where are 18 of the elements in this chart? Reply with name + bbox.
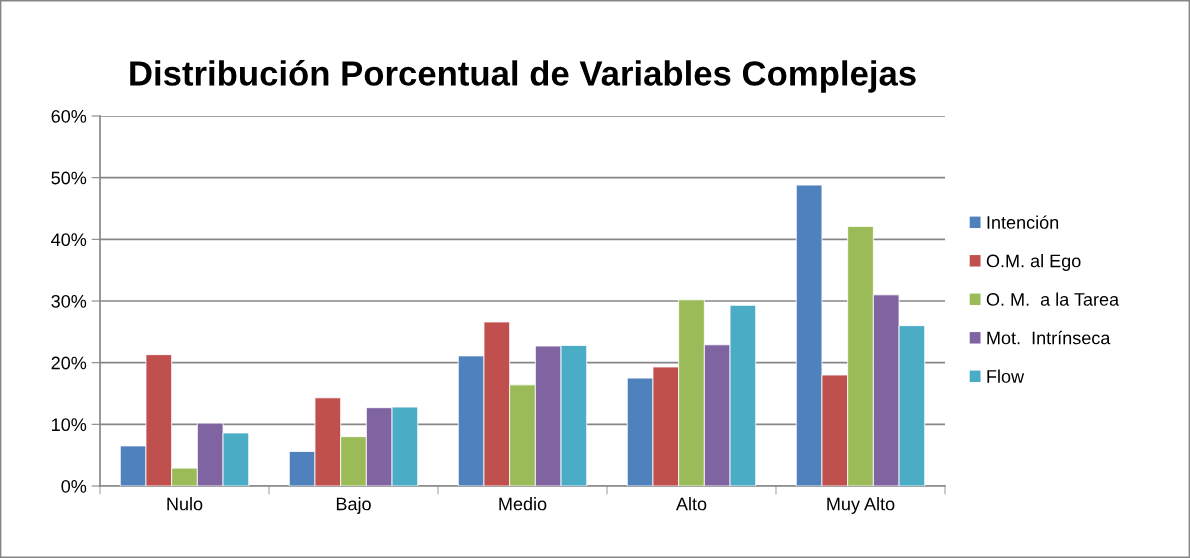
legend-label: Flow [987,369,1025,383]
x-tick-label: Medio [499,497,547,511]
x-tick-label: Nulo [167,497,203,511]
x-tick-label: Bajo [336,497,371,514]
y-tick-label: 60% [51,109,87,123]
x-tick-label: Alto [675,497,707,511]
chart-title: Distribución Porcentual de Variables Complejas [130,59,916,93]
legend-label: Intención [987,215,1059,229]
y-tick-label: 30% [51,294,87,308]
legend-label: O.M. al Ego [986,254,1081,271]
legend-label: O. M. a la Tarea [986,292,1120,306]
legend-label: Mot. Intrínseca [987,330,1111,345]
y-tick-label: 0% [61,479,87,493]
x-tick-label: Muy Alto [827,497,895,514]
y-tick-label: 40% [51,233,87,247]
y-tick-label: 50% [51,171,87,185]
y-tick-label: 20% [51,356,87,370]
y-tick-label: 10% [52,418,87,432]
